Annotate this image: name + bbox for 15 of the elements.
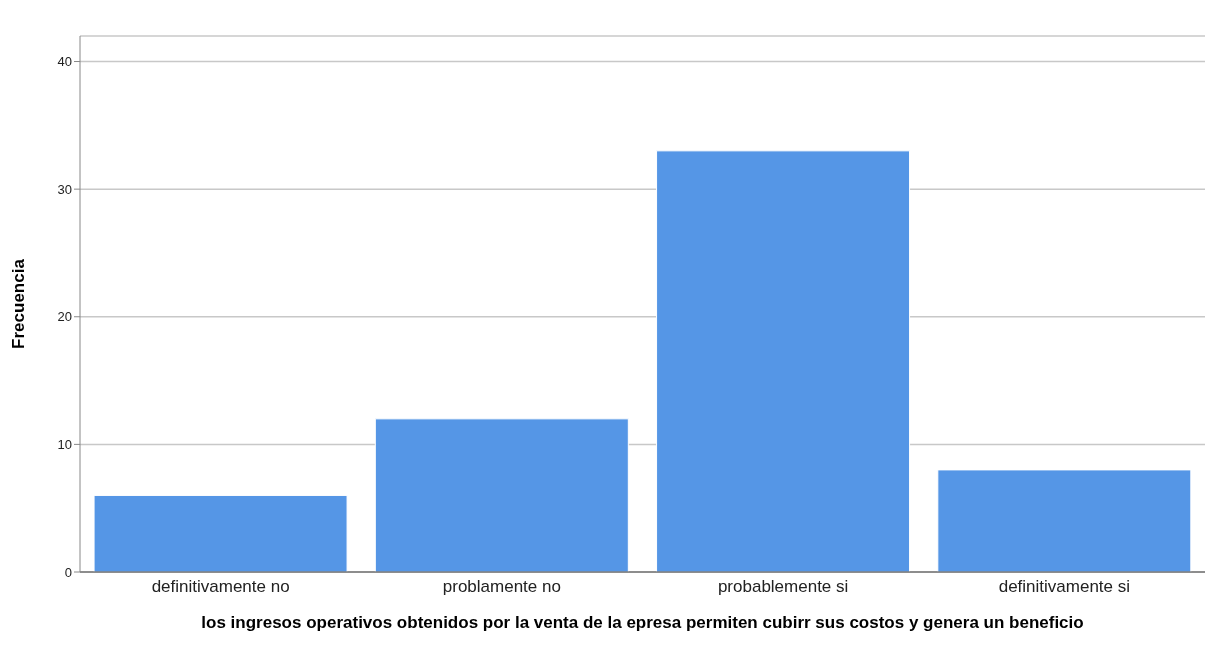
y-tick-label: 10 — [57, 437, 72, 452]
x-tick-label: probablemente si — [717, 577, 849, 597]
y-tick-label: 40 — [57, 54, 72, 70]
x-tick-label: definitivamente no — [151, 577, 290, 597]
y-tick-label: 30 — [57, 181, 72, 197]
bar — [93, 494, 348, 572]
x-tick-label: problamente no — [442, 577, 561, 597]
x-tick-label: definitivamente si — [998, 577, 1131, 597]
x-axis-title: los ingresos operativos obtenidos por la venta de la epresa permiten cubirr sus costos y genera un beneficio — [200, 613, 1085, 632]
bar — [937, 469, 1192, 572]
y-tick-label: 0 — [64, 564, 72, 580]
bar — [374, 418, 629, 572]
bar — [656, 150, 911, 572]
y-axis-title: Frecuencia — [9, 258, 29, 349]
y-tick-label: 20 — [57, 309, 72, 325]
